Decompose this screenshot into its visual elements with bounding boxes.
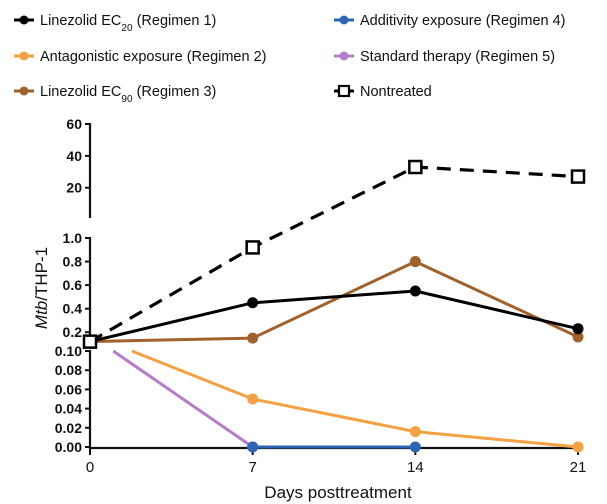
y-axis-label: Mtb/THP-1 <box>32 247 51 329</box>
axes: 0.00 0.02 0.04 0.06 0.08 0.10 0.2 0.4 0.6 0.8 1.0 2… <box>55 116 587 476</box>
series-markers <box>82 159 586 453</box>
y-tick-label: 1.0 <box>63 230 83 246</box>
legend-swatch-marker <box>339 51 349 61</box>
x-tick-label: 14 <box>407 459 424 476</box>
series-line-nt <box>89 165 579 343</box>
data-point-r2 <box>409 426 421 438</box>
y-tick-label: 0.06 <box>55 381 82 397</box>
data-point-r1 <box>247 297 259 309</box>
data-point-r1 <box>409 285 421 297</box>
data-point-r1 <box>572 323 584 335</box>
data-point-r3 <box>572 331 584 343</box>
legend-swatch-marker <box>19 15 29 25</box>
legend-label: Linezolid EC20 (Regimen 1) <box>40 13 216 34</box>
data-point-r3 <box>247 332 259 344</box>
y-axis-label-rest: /THP-1 <box>32 247 51 301</box>
y-tick-label: 0.04 <box>55 401 82 417</box>
y-tick-label: 0.2 <box>63 324 83 340</box>
y-tick-label: 0.02 <box>55 420 82 436</box>
data-point-r2 <box>247 393 259 405</box>
y-tick-label: 0.10 <box>55 343 82 359</box>
y-tick-label: 0.00 <box>55 439 82 455</box>
legend-item-r1: Linezolid EC20 (Regimen 1) <box>14 13 216 34</box>
x-tick-label: 0 <box>86 459 94 476</box>
data-point-r3 <box>409 256 421 268</box>
x-axis-label: Days posttreatment <box>264 483 412 502</box>
y-tick-label: 0.8 <box>63 254 83 270</box>
y-tick-label: 60 <box>66 116 82 132</box>
y-tick-label: 20 <box>66 180 82 196</box>
y-tick-label: 0.4 <box>63 301 83 317</box>
legend-label: Nontreated <box>360 84 432 100</box>
legend-swatch-marker <box>339 15 349 25</box>
legend-item-nt: Nontreated <box>334 84 432 100</box>
legend-swatch-marker <box>19 51 29 61</box>
y-tick-label: 0.08 <box>55 362 82 378</box>
data-point-nt <box>245 240 260 255</box>
x-tick-label: 7 <box>248 459 256 476</box>
data-point-nt <box>82 334 98 349</box>
legend-label: Antagonistic exposure (Regimen 2) <box>40 49 266 65</box>
series-lines <box>89 165 579 449</box>
data-point-r2 <box>572 441 584 453</box>
data-point-r4 <box>409 441 421 453</box>
legend-item-r3: Linezolid EC90 (Regimen 3) <box>14 84 216 105</box>
legend: Linezolid EC20 (Regimen 1) Antagonistic e… <box>14 13 566 105</box>
series-line-r3 <box>89 260 579 344</box>
y-tick-label: 0.6 <box>63 277 83 293</box>
legend-item-r5: Standard therapy (Regimen 5) <box>334 49 555 65</box>
legend-label: Additivity exposure (Regimen 4) <box>360 13 566 29</box>
y-axis-label-italic: Mtb <box>32 301 51 329</box>
legend-swatch-marker <box>19 86 29 96</box>
legend-swatch-marker <box>337 84 351 98</box>
legend-label: Linezolid EC90 (Regimen 3) <box>40 84 216 105</box>
series-line-r2 <box>131 349 579 449</box>
legend-item-r2: Antagonistic exposure (Regimen 2) <box>14 49 266 65</box>
y-tick-label: 40 <box>66 148 82 164</box>
legend-label: Standard therapy (Regimen 5) <box>360 49 555 65</box>
data-point-nt <box>408 159 423 175</box>
data-point-nt <box>570 169 586 184</box>
legend-item-r4: Additivity exposure (Regimen 4) <box>334 13 566 29</box>
series-line-r1 <box>89 289 579 344</box>
x-tick-label: 21 <box>570 459 587 476</box>
series-line-r5 <box>112 349 254 449</box>
data-point-r4 <box>247 441 259 453</box>
